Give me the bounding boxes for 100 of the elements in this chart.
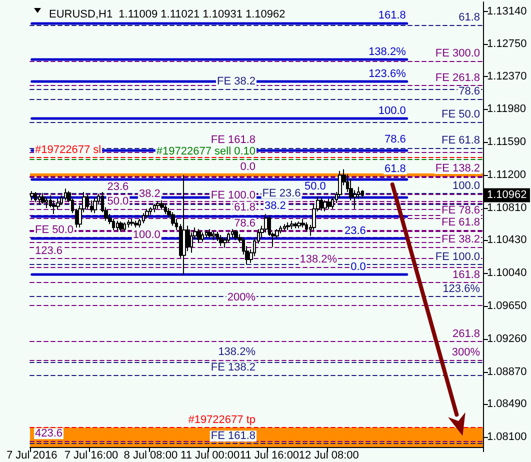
x-tick-label: 8 Jul 08:00 (124, 450, 178, 462)
annotation: FE 138.2 (435, 162, 480, 174)
annotation: FE 100.0 (435, 251, 480, 264)
annotation: 23.6 (344, 224, 366, 237)
candlestick (234, 229, 238, 241)
candlestick (93, 197, 97, 214)
annotation: FE 38.2 (441, 233, 480, 246)
annotation: 100.0 (378, 105, 406, 118)
annotation: 138.2% (300, 254, 338, 266)
candlestick (52, 200, 56, 214)
y-tick-label: 1.09260 (487, 332, 527, 345)
annotation: FE 161.8 (210, 430, 256, 442)
candlestick (283, 224, 286, 232)
y-tick-label: 1.11200 (487, 169, 526, 182)
candlestick (171, 212, 175, 226)
candlestick (197, 228, 201, 244)
annotation: 138.2% (218, 346, 256, 358)
annotation: 261.8 (452, 328, 480, 340)
candlestick (149, 206, 152, 216)
annotation: 300% (452, 346, 480, 359)
y-tick-label: 1.12370 (487, 70, 527, 82)
candlestick (127, 219, 130, 228)
annotation: FE 38.2 (216, 75, 256, 88)
annotation: #19722677 sl (35, 144, 102, 156)
candlestick (30, 190, 34, 201)
candlestick (34, 191, 37, 203)
candlestick (41, 192, 45, 204)
candlestick (164, 203, 167, 214)
candlestick (305, 222, 308, 232)
annotation: 138.2% (368, 46, 406, 58)
candlestick (327, 198, 331, 210)
annotation: 23.6 (107, 181, 129, 194)
annotation: 61.8 (384, 162, 406, 175)
annotation: 78.6 (458, 86, 480, 98)
candlestick (56, 198, 60, 210)
annotation: 78.6 (384, 133, 406, 146)
candlestick (264, 213, 268, 234)
annotation: FE 138.2 (210, 362, 256, 374)
candlestick (45, 197, 48, 209)
candlestick (182, 174, 186, 276)
x-tick-label: 7 Jul 2016 (6, 450, 58, 462)
text: 1.10962 (487, 189, 527, 202)
annotation: 61.8 (458, 11, 480, 24)
candlestick (208, 228, 212, 239)
annotation: 200% (227, 292, 256, 304)
candlestick (231, 228, 234, 238)
y-tick-label: 1.08490 (487, 398, 527, 410)
annotation: FE 61.8 (441, 134, 480, 147)
annotation: FE 300.0 (435, 48, 480, 60)
annotation: 161.8 (452, 268, 480, 281)
x-tick-label: 11 Jul 00:00 (180, 450, 240, 462)
annotation: FE 61.8 (441, 216, 480, 228)
candlestick (294, 222, 297, 229)
y-tick-label: 1.12750 (487, 38, 527, 50)
annotation: #19722677 sell 0.10 (156, 146, 256, 158)
candlestick (145, 208, 149, 219)
candlestick (320, 197, 323, 212)
x-tick-label: 7 Jul 16:00 (64, 450, 118, 462)
annotation: 123.6% (442, 283, 480, 296)
annotation: 38.2 (138, 188, 160, 200)
candlestick (297, 221, 301, 229)
candlestick (212, 230, 216, 241)
y-tick-label: 1.11980 (487, 103, 526, 116)
candlestick (156, 200, 160, 210)
candlestick (119, 221, 123, 232)
annotation: 50.0 (304, 180, 326, 193)
annotation: 50.0 (107, 195, 129, 208)
candlestick (64, 188, 67, 201)
candlestick (219, 234, 223, 247)
x-tick-label: 12 Jul 08:00 (298, 450, 359, 462)
annotation: 0.0 (350, 261, 366, 274)
annotation: 123.6% (368, 68, 406, 80)
candlestick (361, 190, 364, 198)
y-tick-label: 1.10430 (487, 234, 527, 246)
annotation: 123.6 (35, 245, 63, 258)
annotation: FE 23.6 (262, 187, 301, 200)
y-tick-label: 1.10810 (487, 202, 527, 214)
y-tick-label: 1.13140 (487, 5, 527, 18)
annotation: FE 161.8 (210, 134, 256, 146)
candlestick (227, 232, 230, 244)
y-tick-label: 1.08870 (487, 366, 527, 378)
candlestick (130, 218, 134, 226)
annotation: FE 50.0 (35, 224, 74, 236)
annotation: FE 261.8 (435, 72, 480, 84)
candlestick (38, 194, 41, 206)
candlestick (286, 222, 290, 230)
annotation: #19722677 tp (188, 414, 256, 426)
annotation: 161.8 (378, 10, 406, 22)
candlestick (301, 218, 305, 228)
annotation: 0.0 (240, 161, 256, 174)
y-tick-label: 1.11590 (487, 136, 526, 148)
candlestick (323, 200, 327, 212)
annotation: 100.0 (452, 180, 480, 192)
text: EURUSD,H1 1.11009 1.11021 1.10931 1.10962 (49, 8, 286, 20)
candlestick (86, 194, 89, 210)
candlestick (201, 232, 204, 242)
candlestick (205, 229, 208, 238)
y-tick-label: 1.08100 (487, 430, 527, 443)
y-tick-label: 1.09650 (487, 300, 527, 312)
x-tick-label: 11 Jul 16:00 (240, 450, 300, 462)
